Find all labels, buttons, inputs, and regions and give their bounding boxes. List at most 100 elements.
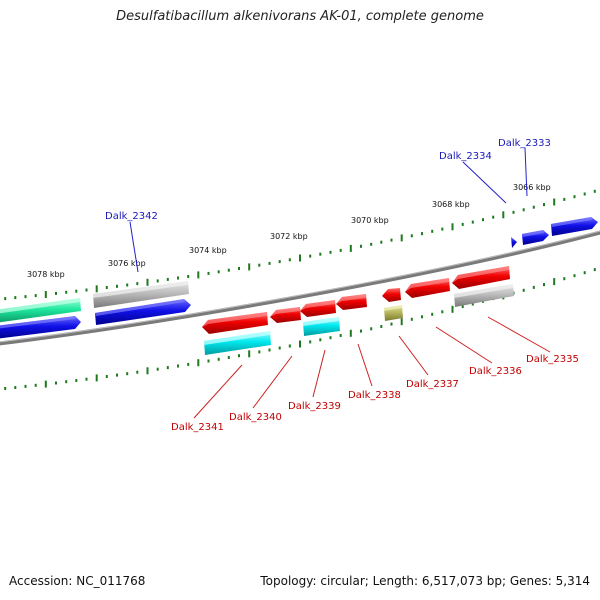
scale-tick-top [543, 203, 545, 207]
scale-tick-top [156, 279, 159, 283]
scale-tick-top [349, 244, 352, 252]
scale-tick-top [116, 284, 118, 288]
scale-tick-top [197, 271, 200, 279]
gene-dalk-2341[interactable] [202, 312, 268, 334]
scale-tick-bottom [329, 336, 332, 340]
scale-tick-top [227, 268, 230, 272]
scale-tick-bottom [197, 359, 200, 367]
scale-tick-top [166, 277, 169, 281]
scale-tick-bottom [410, 317, 413, 321]
gene-label-dalk-2341[interactable]: Dalk_2341 [171, 422, 224, 433]
scale-tick-top [177, 276, 179, 280]
scale-tick-bottom [166, 366, 169, 370]
scale-label-3068: 3068 kbp [432, 200, 470, 209]
gene-dalk-2333[interactable] [551, 217, 598, 236]
scale-tick-bottom [278, 346, 281, 350]
gene-dalk-2336[interactable] [405, 278, 450, 298]
gene-small-forward[interactable] [511, 237, 517, 248]
scale-tick-bottom [461, 305, 464, 309]
gene-label-dalk-2342[interactable]: Dalk_2342 [105, 211, 158, 222]
leader-dalk-2339 [312, 349, 326, 398]
scale-tick-top [14, 296, 17, 300]
scale-tick-top [593, 189, 596, 193]
gene-reverse-cyan-left[interactable] [204, 331, 271, 355]
gene-dalk-2340[interactable] [270, 307, 301, 323]
gene-label-dalk-2337[interactable]: Dalk_2337 [406, 379, 459, 390]
scale-tick-bottom [126, 372, 129, 376]
scale-tick-top [583, 192, 586, 196]
scale-tick-bottom [55, 381, 57, 385]
scale-tick-top [553, 198, 556, 206]
scale-tick-bottom [85, 377, 88, 381]
scale-tick-top [573, 195, 576, 199]
scale-tick-bottom [217, 357, 220, 361]
gene-forward-gray[interactable] [93, 281, 189, 308]
scale-tick-top [563, 197, 566, 201]
gene-dalk-2342[interactable] [95, 299, 191, 325]
scale-tick-top [187, 275, 190, 278]
scale-tick-top [309, 254, 312, 258]
gene-dalk-2334[interactable] [522, 230, 549, 245]
scale-tick-top [299, 254, 301, 262]
leader-dalk-2338 [357, 343, 373, 387]
gene-label-dalk-2338[interactable]: Dalk_2338 [348, 390, 401, 401]
scale-tick-bottom [248, 350, 251, 358]
gene-reverse-cyan-mid[interactable] [303, 317, 340, 336]
scale-tick-top [512, 210, 515, 214]
gene-label-dalk-2336[interactable]: Dalk_2336 [469, 366, 522, 377]
scale-tick-bottom [258, 350, 261, 354]
scale-tick-bottom [390, 322, 393, 326]
scale-tick-bottom [522, 288, 525, 292]
scale-tick-bottom [268, 348, 271, 352]
scale-tick-bottom [380, 325, 383, 328]
scale-tick-top [207, 271, 210, 275]
gene-label-dalk-2334[interactable]: Dalk_2334 [439, 151, 492, 162]
accession-text: Accession: NC_011768 [9, 574, 146, 588]
scale-tick-bottom [95, 374, 98, 382]
scale-tick-bottom [370, 327, 373, 331]
gene-label-dalk-2333[interactable]: Dalk_2333 [498, 138, 551, 149]
scale-tick-bottom [116, 373, 118, 377]
gene-forward-teal[interactable] [0, 298, 81, 323]
scale-tick-bottom [34, 383, 37, 387]
scale-tick-top [126, 283, 129, 287]
scale-tick-bottom [451, 305, 454, 313]
scale-tick-bottom [431, 312, 434, 316]
scale-tick-top [431, 229, 434, 233]
scale-tick-bottom [299, 340, 301, 348]
scale-tick-top [421, 232, 423, 236]
gene-dalk-2337[interactable] [382, 288, 401, 302]
scale-tick-bottom [44, 380, 47, 388]
gene-dalk-2338[interactable] [336, 294, 367, 310]
gene-dalk-2335[interactable] [452, 266, 510, 289]
scale-tick-bottom [563, 277, 566, 281]
scale-tick-top [24, 295, 27, 299]
gene-reverse-gray[interactable] [454, 284, 514, 307]
scale-tick-top [482, 218, 484, 222]
scale-tick-top [217, 270, 220, 274]
gene-label-dalk-2335[interactable]: Dalk_2335 [526, 354, 579, 365]
leader-dalk-2333 [524, 147, 528, 197]
gene-reverse-olive[interactable] [384, 305, 403, 321]
scale-tick-top [95, 285, 98, 293]
gene-label-dalk-2339[interactable]: Dalk_2339 [288, 401, 341, 412]
leader-dalk-2337 [398, 335, 429, 376]
scale-tick-top [360, 244, 362, 248]
scale-tick-top [105, 286, 108, 289]
gene-forward-blue-left[interactable] [0, 316, 81, 339]
scale-tick-bottom [421, 315, 423, 319]
scale-tick-top [370, 242, 373, 246]
gene-label-dalk-2340[interactable]: Dalk_2340 [229, 412, 282, 423]
scale-tick-bottom [339, 334, 342, 337]
scale-tick-bottom [136, 370, 139, 374]
scale-tick-top [55, 291, 57, 295]
scale-tick-bottom [227, 356, 230, 359]
gene-dalk-2339[interactable] [300, 300, 336, 317]
scale-tick-bottom [288, 344, 291, 348]
scale-tick-bottom [105, 375, 108, 378]
scale-tick-top [34, 294, 37, 298]
scale-tick-top [461, 222, 464, 226]
scale-tick-bottom [583, 271, 586, 275]
scale-label-3076: 3076 kbp [108, 259, 146, 268]
